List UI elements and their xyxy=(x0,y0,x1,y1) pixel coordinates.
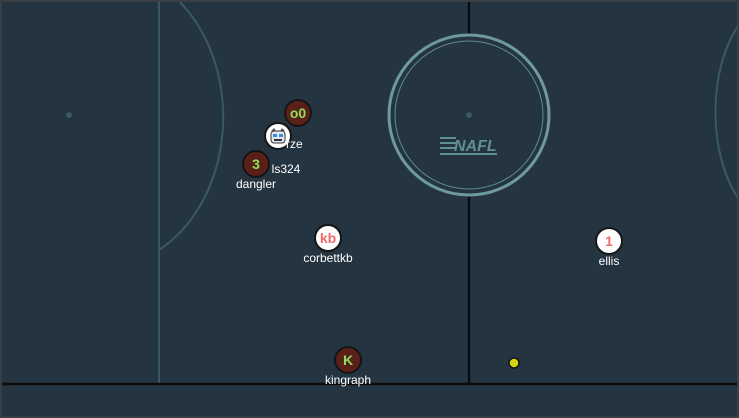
player-name: rze xyxy=(286,137,303,151)
left-penalty-arc xyxy=(158,2,225,251)
player-name: kingraph xyxy=(324,373,372,387)
player-number: K xyxy=(334,346,362,374)
player-name: dangler xyxy=(235,177,277,191)
center-spot xyxy=(466,112,472,118)
right-penalty-arc xyxy=(714,25,737,199)
league-logo-text: NAFL xyxy=(454,138,497,155)
player-name: corbettkb xyxy=(303,251,353,265)
center-circle-inner xyxy=(394,40,544,190)
player-number: 3 xyxy=(242,150,270,178)
player-name: ls324 xyxy=(271,162,301,176)
ball xyxy=(508,357,520,369)
robot-face-icon xyxy=(264,122,292,150)
league-logo xyxy=(440,137,497,155)
player-name: ellis xyxy=(598,254,620,268)
player-number: kb xyxy=(314,224,342,252)
player-number: 1 xyxy=(595,227,623,255)
left-spot xyxy=(66,112,72,118)
player-number: o0 xyxy=(284,99,312,127)
